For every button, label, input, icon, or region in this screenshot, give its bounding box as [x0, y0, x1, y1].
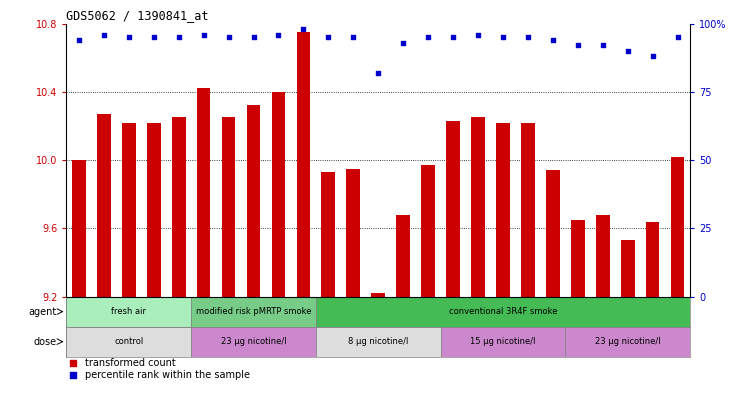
Bar	[521, 123, 535, 297]
Point	[646, 53, 658, 59]
Point	[497, 34, 509, 40]
Bar	[371, 293, 385, 297]
Bar	[297, 32, 310, 297]
Point	[173, 34, 184, 40]
Text: fresh air: fresh air	[111, 307, 146, 316]
Bar	[197, 88, 210, 297]
Point	[547, 37, 559, 43]
Bar	[346, 169, 360, 297]
Point	[98, 31, 110, 38]
Text: 23 μg nicotine/l: 23 μg nicotine/l	[595, 337, 661, 346]
Text: dose: dose	[34, 337, 57, 347]
Bar	[441, 327, 565, 356]
Point	[522, 34, 534, 40]
Point	[73, 37, 85, 43]
Bar	[571, 220, 584, 297]
Bar	[496, 123, 510, 297]
Point	[597, 42, 609, 49]
Text: transformed count: transformed count	[85, 358, 176, 368]
Bar	[122, 123, 136, 297]
Text: 23 μg nicotine/l: 23 μg nicotine/l	[221, 337, 286, 346]
Bar	[446, 121, 460, 297]
Bar	[66, 297, 191, 327]
Point	[397, 40, 409, 46]
Bar	[191, 297, 316, 327]
Bar	[546, 170, 559, 297]
Point	[373, 70, 384, 76]
Bar	[322, 172, 335, 297]
Bar	[621, 240, 635, 297]
Bar	[172, 118, 185, 297]
Text: 8 μg nicotine/l: 8 μg nicotine/l	[348, 337, 408, 346]
Bar	[421, 165, 435, 297]
Bar	[72, 160, 86, 297]
Text: 15 μg nicotine/l: 15 μg nicotine/l	[470, 337, 536, 346]
Point	[198, 31, 210, 38]
Point	[323, 34, 334, 40]
Point	[348, 34, 359, 40]
Point	[572, 42, 584, 49]
Bar	[316, 297, 690, 327]
Point	[622, 48, 634, 54]
Bar	[396, 215, 410, 297]
Text: control: control	[114, 337, 143, 346]
Point	[248, 34, 260, 40]
Point	[472, 31, 484, 38]
Point	[297, 26, 309, 32]
Point	[223, 34, 235, 40]
Point	[672, 34, 683, 40]
Bar	[97, 114, 111, 297]
Text: agent: agent	[29, 307, 57, 317]
Bar	[596, 215, 610, 297]
Text: modified risk pMRTP smoke: modified risk pMRTP smoke	[196, 307, 311, 316]
Point	[123, 34, 135, 40]
Bar	[671, 157, 684, 297]
Point	[447, 34, 459, 40]
Text: conventional 3R4F smoke: conventional 3R4F smoke	[449, 307, 557, 316]
Bar	[471, 118, 485, 297]
Point	[148, 34, 159, 40]
Bar	[272, 92, 286, 297]
Point	[66, 372, 78, 378]
Bar	[191, 327, 316, 356]
Bar	[147, 123, 161, 297]
Bar	[221, 118, 235, 297]
Point	[422, 34, 434, 40]
Bar	[316, 327, 441, 356]
Point	[66, 360, 78, 366]
Text: GDS5062 / 1390841_at: GDS5062 / 1390841_at	[66, 9, 209, 22]
Bar	[66, 327, 191, 356]
Bar	[246, 105, 261, 297]
Text: percentile rank within the sample: percentile rank within the sample	[85, 370, 250, 380]
Point	[272, 31, 284, 38]
Bar	[646, 222, 660, 297]
Bar	[565, 327, 690, 356]
